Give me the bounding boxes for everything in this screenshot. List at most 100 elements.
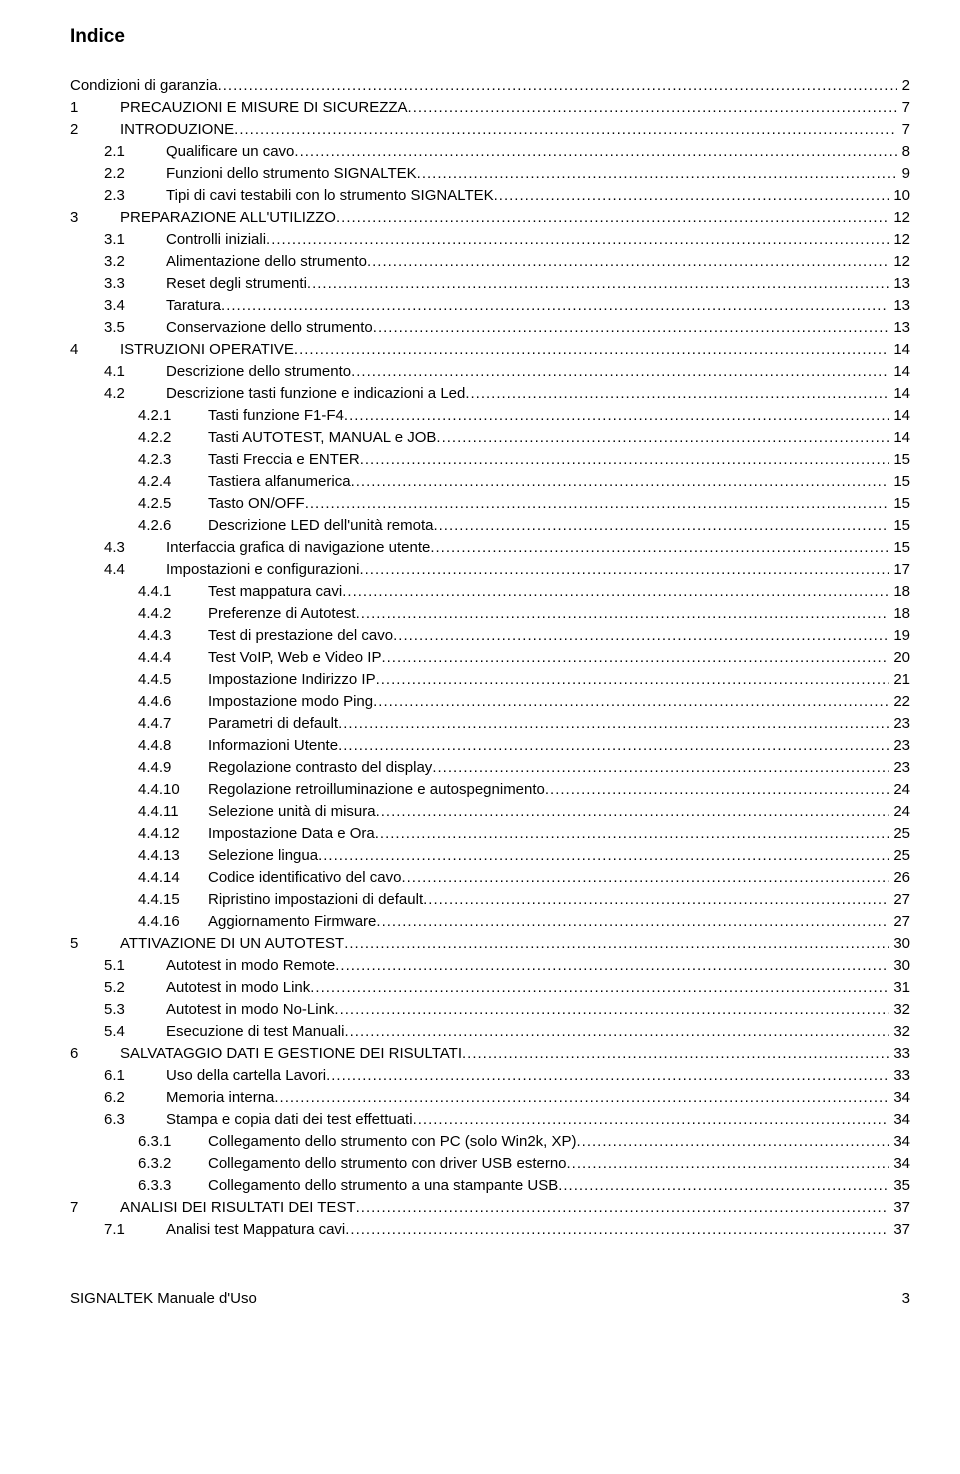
toc-entry: 4.4.5Impostazione Indirizzo IP 21: [70, 669, 910, 690]
toc-entry-number: 5.3: [104, 999, 166, 1020]
toc-entry-page: 9: [902, 163, 910, 184]
toc-entry-leader: [294, 339, 889, 360]
toc-entry-leader: [310, 977, 889, 998]
toc-entry-leader: [318, 845, 889, 866]
toc-entry-leader: [274, 1087, 889, 1108]
toc-entry-number: 6.2: [104, 1087, 166, 1108]
footer-right: 3: [902, 1288, 910, 1309]
toc-entry-page: 15: [893, 493, 910, 514]
toc-entry-label: PREPARAZIONE ALL'UTILIZZO: [120, 207, 336, 228]
toc-entry-page: 17: [893, 559, 910, 580]
toc-entry-page: 20: [893, 647, 910, 668]
toc-entry-label: Impostazione Indirizzo IP: [208, 669, 376, 690]
toc-entry-page: 34: [893, 1109, 910, 1130]
toc-entry-number: 4.3: [104, 537, 166, 558]
toc-entry-number: 4.2.3: [138, 449, 208, 470]
toc-entry-page: 34: [893, 1087, 910, 1108]
toc-entry-number: 2.3: [104, 185, 166, 206]
toc-entry-number: 4.4.16: [138, 911, 208, 932]
toc-entry-page: 37: [893, 1219, 910, 1240]
toc-entry-label: Collegamento dello strumento con driver …: [208, 1153, 567, 1174]
toc-entry-label: Descrizione LED dell'unità remota: [208, 515, 433, 536]
toc-entry-label: Preferenze di Autotest: [208, 603, 356, 624]
toc-entry-label: Tasti AUTOTEST, MANUAL e JOB: [208, 427, 436, 448]
toc-entry-page: 12: [893, 229, 910, 250]
toc-entry-leader: [367, 251, 889, 272]
toc-entry: 3.3Reset degli strumenti 13: [70, 273, 910, 294]
toc-entry-label: Test mappatura cavi: [208, 581, 342, 602]
toc-entry-leader: [381, 647, 889, 668]
toc-entry-page: 21: [893, 669, 910, 690]
toc-entry-number: 5.1: [104, 955, 166, 976]
toc-entry-leader: [376, 911, 889, 932]
toc-entry-label: Aggiornamento Firmware: [208, 911, 376, 932]
toc-entry-number: 3.3: [104, 273, 166, 294]
toc-entry: 4.3Interfaccia grafica di navigazione ut…: [70, 537, 910, 558]
toc-entry-leader: [294, 141, 897, 162]
toc-entry: 4.4.15Ripristino impostazioni di default…: [70, 889, 910, 910]
toc-entry-leader: [373, 691, 889, 712]
toc-entry: 4.4.4Test VoIP, Web e Video IP 20: [70, 647, 910, 668]
toc-entry: 4.2.6Descrizione LED dell'unità remota 1…: [70, 515, 910, 536]
toc-entry-label: Analisi test Mappatura cavi: [166, 1219, 345, 1240]
toc-entry-label: ATTIVAZIONE DI UN AUTOTEST: [120, 933, 344, 954]
toc-entry: 4.4.14Codice identificativo del cavo 26: [70, 867, 910, 888]
toc-entry-page: 25: [893, 823, 910, 844]
toc-entry-label: Impostazione modo Ping: [208, 691, 373, 712]
toc-entry: 3PREPARAZIONE ALL'UTILIZZO 12: [70, 207, 910, 228]
toc-entry-label: Condizioni di garanzia: [70, 75, 218, 96]
toc-entry-leader: [373, 317, 889, 338]
toc-entry-page: 14: [893, 361, 910, 382]
toc-entry-number: 1: [70, 97, 120, 118]
toc-entry-number: 6.3.1: [138, 1131, 208, 1152]
toc-entry-number: 3.5: [104, 317, 166, 338]
toc-entry: 2INTRODUZIONE 7: [70, 119, 910, 140]
toc-entry-label: Collegamento dello strumento con PC (sol…: [208, 1131, 577, 1152]
toc-entry: 4.4.13Selezione lingua 25: [70, 845, 910, 866]
page-title: Indice: [70, 24, 910, 51]
toc-entry-number: 4.4.2: [138, 603, 208, 624]
toc-entry-number: 6.3.2: [138, 1153, 208, 1174]
toc-entry-number: 4.4.4: [138, 647, 208, 668]
toc-entry-leader: [305, 493, 889, 514]
toc-entry: 4.4.9Regolazione contrasto del display 2…: [70, 757, 910, 778]
toc-entry-leader: [234, 119, 897, 140]
toc-entry: 4.4.11Selezione unità di misura 24: [70, 801, 910, 822]
toc-entry-number: 4.2.1: [138, 405, 208, 426]
toc-entry-page: 24: [893, 779, 910, 800]
toc-entry-label: Tasti Freccia e ENTER: [208, 449, 360, 470]
toc-entry-number: 4.2.5: [138, 493, 208, 514]
toc-entry-page: 30: [893, 933, 910, 954]
toc-entry: 4.2.2Tasti AUTOTEST, MANUAL e JOB 14: [70, 427, 910, 448]
toc-entry: 5ATTIVAZIONE DI UN AUTOTEST 30: [70, 933, 910, 954]
toc-entry-label: Regolazione contrasto del display: [208, 757, 432, 778]
toc-entry-page: 23: [893, 735, 910, 756]
toc-entry: 4.4.8Informazioni Utente 23: [70, 735, 910, 756]
toc-entry: 4.4.7Parametri di default 23: [70, 713, 910, 734]
toc-entry-number: 4.2.6: [138, 515, 208, 536]
toc-entry-number: 4.2: [104, 383, 166, 404]
toc-entry-page: 25: [893, 845, 910, 866]
toc-entry-number: 6: [70, 1043, 120, 1064]
toc-entry: 4.4.3Test di prestazione del cavo 19: [70, 625, 910, 646]
toc-entry-leader: [307, 273, 889, 294]
toc-entry-leader: [423, 889, 889, 910]
toc-entry-label: Parametri di default: [208, 713, 338, 734]
toc-entry: 5.3Autotest in modo No-Link 32: [70, 999, 910, 1020]
toc-entry-leader: [433, 515, 889, 536]
toc-entry-page: 34: [893, 1153, 910, 1174]
toc-entry-number: 4.4: [104, 559, 166, 580]
toc-entry-page: 23: [893, 757, 910, 778]
toc-entry-label: Test di prestazione del cavo: [208, 625, 393, 646]
toc-entry-label: Tipi di cavi testabili con lo strumento …: [166, 185, 494, 206]
toc-entry: 6.3.3Collegamento dello strumento a una …: [70, 1175, 910, 1196]
toc-entry-label: INTRODUZIONE: [120, 119, 234, 140]
toc-entry-leader: [344, 933, 889, 954]
toc-entry-page: 35: [893, 1175, 910, 1196]
toc-entry-number: 6.1: [104, 1065, 166, 1086]
toc-entry-page: 22: [893, 691, 910, 712]
toc-entry: 6.2Memoria interna 34: [70, 1087, 910, 1108]
toc-entry-number: 4.4.5: [138, 669, 208, 690]
toc-entry-leader: [545, 779, 889, 800]
toc-entry-page: 27: [893, 889, 910, 910]
